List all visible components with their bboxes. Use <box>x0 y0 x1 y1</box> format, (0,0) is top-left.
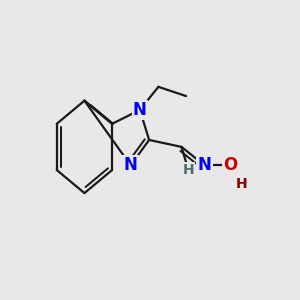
Text: N: N <box>133 101 147 119</box>
Text: H: H <box>236 177 247 191</box>
Text: H: H <box>183 163 194 177</box>
Text: N: N <box>124 156 138 174</box>
Text: N: N <box>198 156 212 174</box>
Text: O: O <box>223 156 237 174</box>
